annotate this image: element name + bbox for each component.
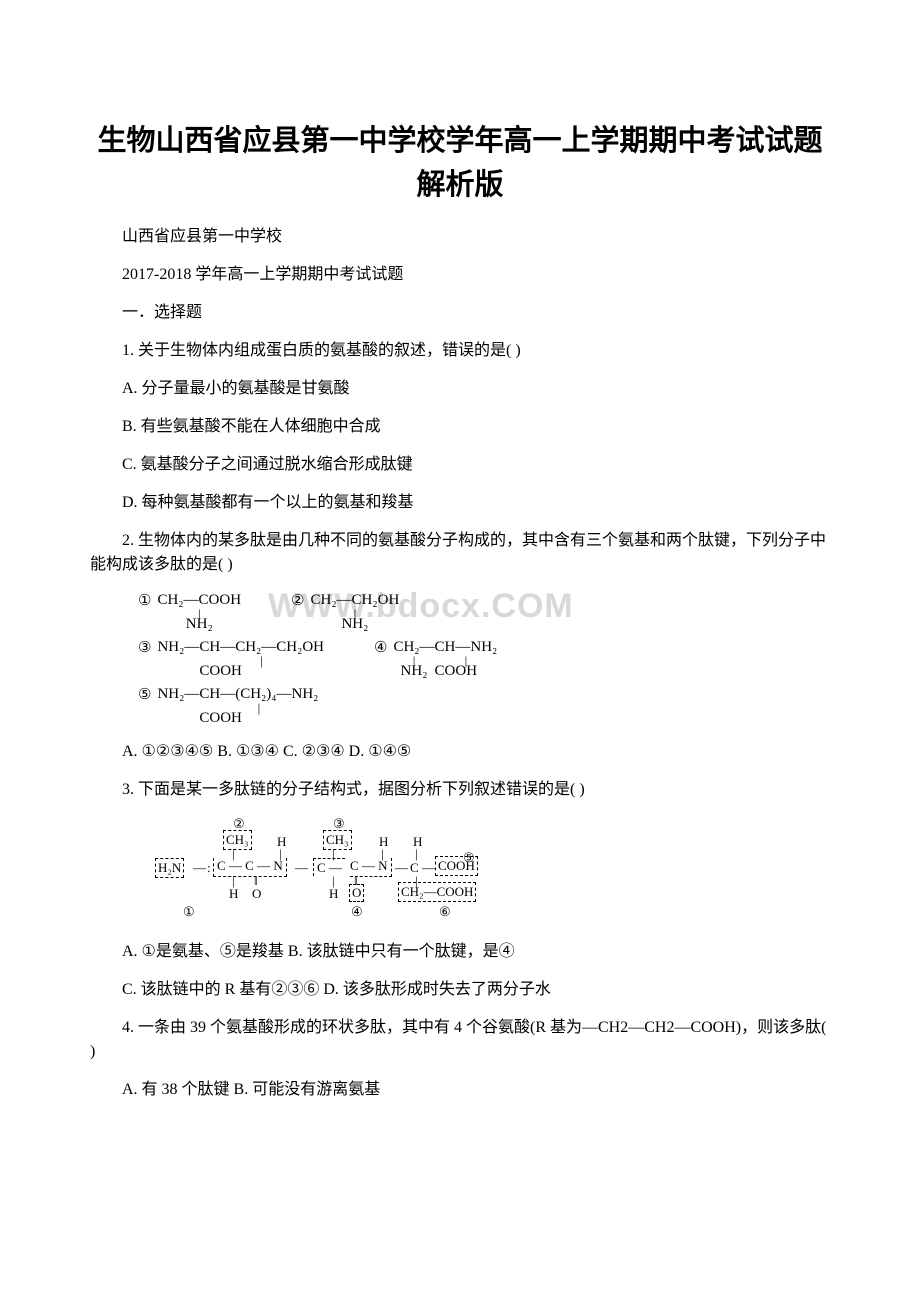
q2-options: A. ①②③④⑤ B. ①③④ C. ②③④ D. ①④⑤ xyxy=(90,740,830,764)
pd-n-2: N xyxy=(378,858,387,873)
q1-option-a: A. 分子量最小的氨基酸是甘氨酸 xyxy=(90,377,830,401)
title-line-2: 解析版 xyxy=(416,169,503,201)
pd-o-2: O xyxy=(349,884,364,902)
chem4-bot1: NH₂ xyxy=(393,664,434,679)
q4-options-ab: A. 有 38 个肽键 B. 可能没有游离氨基 xyxy=(90,1078,830,1102)
q3-stem: 3. 下面是某一多肽链的分子结构式，据图分析下列叙述错误的是( ) xyxy=(90,778,830,802)
q2-stem: 2. 生物体内的某多肽是由几种不同的氨基酸分子构成的，其中含有三个氨基和两个肽键… xyxy=(90,529,830,577)
q4-stem: 4. 一条由 39 个氨基酸形成的环状多肽，其中有 4 个谷氨酸(R 基为—CH… xyxy=(90,1016,830,1064)
pd-ch3-2: CH₃ xyxy=(323,830,352,850)
label-3: ③ xyxy=(138,638,151,656)
pd-h-bot-2: H xyxy=(329,886,338,902)
chem-structure-2: ② CH₂—CH₂OH | NH₂ xyxy=(291,591,399,632)
label-5: ⑤ xyxy=(138,685,151,703)
q1-option-d: D. 每种氨基酸都有一个以上的氨基和羧基 xyxy=(90,491,830,515)
pd-label-6: ⑥ xyxy=(439,904,451,920)
pd-c-2: C xyxy=(245,858,254,873)
q3-options-cd: C. 该肽链中的 R 基有②③⑥ D. 该多肽形成时失去了两分子水 xyxy=(90,978,830,1002)
chem-structure-1: ① CH₂—COOH | NH₂ xyxy=(138,591,241,632)
title-line-1: 生物山西省应县第一中学校学年高一上学期期中考试试题 xyxy=(97,125,822,157)
q3-peptide-diagram: ② ③ ⑤ CH₃ H CH₃ H H | | | | | H₂N — : C … xyxy=(155,816,575,926)
chem-structure-3: ③ NH₂— CH—CH₂—CH₂OH | COOH xyxy=(138,638,324,679)
pd-c-3: C xyxy=(317,860,326,875)
q1-option-c: C. 氨基酸分子之间通过脱水缩合形成肽键 xyxy=(90,453,830,477)
label-1: ① xyxy=(138,591,151,609)
pd-o-1: O xyxy=(252,886,261,902)
school-name: 山西省应县第一中学校 xyxy=(90,225,830,249)
pd-ch3-1: CH₃ xyxy=(223,830,252,850)
q2-chemical-structures: WWW.bdocx.COM ① CH₂—COOH | NH₂ ② CH₂—CH₂… xyxy=(138,591,830,726)
q1-stem: 1. 关于生物体内组成蛋白质的氨基酸的叙述，错误的是( ) xyxy=(90,339,830,363)
pd-cooh: COOH xyxy=(435,856,478,876)
label-4: ④ xyxy=(374,638,387,656)
chem4-bot2: COOH xyxy=(435,664,498,679)
pd-n-1: N xyxy=(273,858,282,873)
pd-ch2cooh: CH₂—COOH xyxy=(398,882,476,902)
pd-label-1: ① xyxy=(183,904,195,920)
exam-info: 2017-2018 学年高一上学期期中考试试题 xyxy=(90,263,830,287)
chem-structure-4: ④ CH₂— | NH₂ CH—NH₂ | COOH xyxy=(374,638,497,679)
q1-option-b: B. 有些氨基酸不能在人体细胞中合成 xyxy=(90,415,830,439)
pd-h-bot-1: H xyxy=(229,886,238,902)
pd-c-1: C xyxy=(217,858,226,873)
chem2-bot: NH₂ xyxy=(310,617,399,632)
q3-options-ab: A. ①是氨基、⑤是羧基 B. 该肽链中只有一个肽键，是④ xyxy=(90,940,830,964)
pd-label-4: ④ xyxy=(351,904,363,920)
chem-structure-5: ⑤ NH₂— CH—(CH₂)₄—NH₂ | COOH xyxy=(138,685,318,726)
chem5-pre: NH₂— xyxy=(157,686,199,702)
chem1-bot: NH₂ xyxy=(157,617,241,632)
section-heading: 一．选择题 xyxy=(90,301,830,325)
pd-h2n: H₂N xyxy=(155,858,184,878)
label-2: ② xyxy=(291,591,304,609)
chem3-pre: NH₂— xyxy=(157,639,199,655)
pd-c-4: C xyxy=(350,858,359,873)
